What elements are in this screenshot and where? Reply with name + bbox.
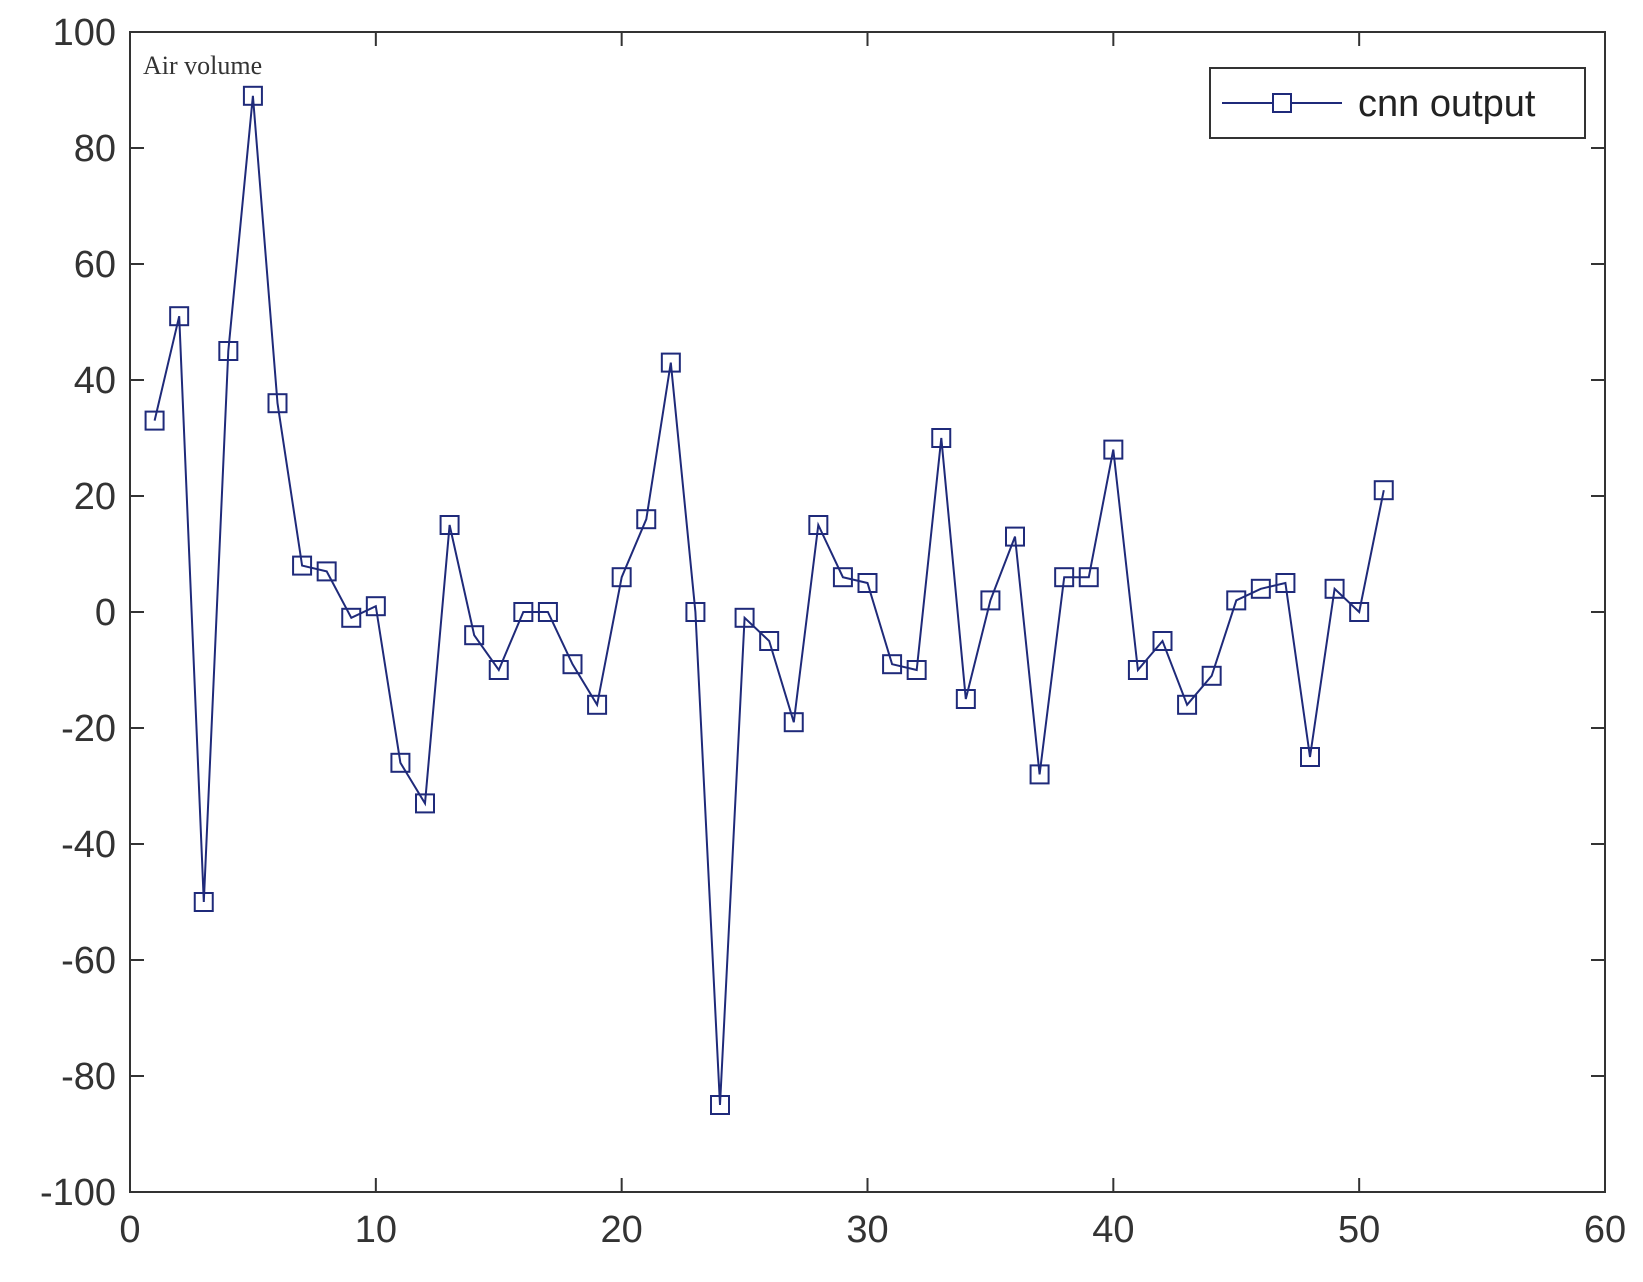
data-point-marker (1275, 573, 1296, 593)
data-point-marker (1373, 480, 1394, 501)
data-point-marker (1226, 590, 1247, 611)
data-point-marker (783, 712, 804, 733)
data-point-marker (1005, 526, 1025, 547)
plot-area (129, 31, 1606, 1193)
data-point-marker (537, 602, 558, 622)
data-point-marker (1127, 660, 1148, 680)
y-tick-label: -60 (61, 940, 116, 982)
data-point-marker (587, 694, 608, 715)
y-tick-label: -100 (40, 1172, 116, 1214)
y-tick-label: 80 (74, 128, 116, 170)
data-point-marker (316, 561, 337, 582)
data-point-marker (685, 602, 706, 622)
data-point-marker (906, 660, 927, 680)
data-point-marker (218, 341, 239, 361)
data-point-marker (144, 410, 165, 431)
data-point-marker (242, 85, 263, 106)
y-tick-label: 60 (74, 244, 116, 286)
data-point-marker (636, 509, 657, 530)
legend-marker-icon (1272, 93, 1292, 113)
x-tick-label: 0 (119, 1209, 140, 1251)
x-tick-label: 60 (1584, 1209, 1626, 1251)
data-point-marker (439, 515, 460, 535)
data-point-marker (488, 660, 509, 680)
data-point-marker (710, 1095, 730, 1115)
data-point-marker (955, 689, 976, 709)
y-tick-label: -80 (61, 1056, 116, 1098)
data-point-marker (832, 567, 853, 588)
data-point-marker (1324, 578, 1345, 599)
data-point-marker (341, 607, 362, 628)
y-tick-label: -40 (61, 824, 116, 866)
data-point-marker (193, 892, 214, 912)
y-tick-label: 100 (53, 12, 116, 54)
data-point-marker (734, 607, 755, 628)
data-point-marker (169, 306, 190, 327)
x-tick-label: 50 (1338, 1209, 1380, 1251)
data-point-marker (660, 352, 681, 373)
legend: cnn output (1209, 67, 1586, 139)
data-point-marker (267, 393, 288, 414)
data-point-marker (980, 590, 1001, 611)
x-tick-label: 10 (355, 1209, 397, 1251)
data-point-marker (365, 596, 386, 617)
legend-label: cnn output (1358, 83, 1536, 125)
data-point-marker (1201, 665, 1222, 686)
y-tick-label: -20 (61, 708, 116, 750)
data-point-marker (415, 793, 435, 814)
data-point-marker (390, 752, 411, 773)
data-point-marker (611, 567, 632, 588)
y-tick-label: 40 (74, 360, 116, 402)
data-point-marker (1177, 694, 1198, 715)
data-point-marker (1250, 578, 1271, 599)
x-tick-label: 30 (846, 1209, 888, 1251)
data-point-marker (464, 625, 485, 646)
data-point-marker (931, 428, 952, 448)
data-point-marker (513, 602, 534, 622)
data-point-marker (1103, 439, 1124, 460)
data-point-marker (882, 654, 903, 675)
data-point-marker (1054, 567, 1075, 588)
data-point-marker (857, 573, 878, 593)
data-point-marker (1300, 747, 1320, 767)
data-point-marker (1152, 631, 1173, 651)
y-tick-label: 0 (95, 592, 116, 634)
data-point-marker (292, 555, 313, 576)
data-point-marker (1349, 602, 1370, 622)
x-tick-label: 40 (1092, 1209, 1134, 1251)
x-axis: 0 10 20 30 40 50 60 (119, 32, 1626, 1251)
data-point-marker (759, 631, 780, 651)
data-point-marker (562, 654, 583, 675)
annotation-label: Air volume (143, 51, 262, 80)
y-axis: -100 -80 -60 -40 -20 0 20 40 60 80 100 (40, 12, 1605, 1214)
y-tick-label: 20 (74, 476, 116, 518)
data-point-marker (1029, 764, 1050, 785)
series-markers (144, 85, 1394, 1115)
x-tick-label: 20 (601, 1209, 643, 1251)
data-point-marker (808, 515, 829, 535)
data-point-marker (1078, 567, 1099, 588)
